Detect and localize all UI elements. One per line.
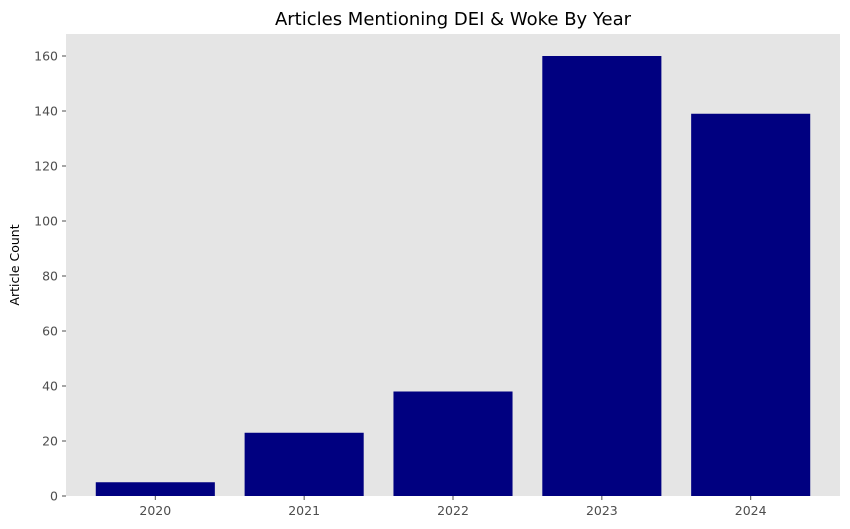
x-tick-label: 2021 <box>288 503 320 518</box>
x-tick-label: 2023 <box>586 503 618 518</box>
y-tick-label: 0 <box>50 489 58 504</box>
bar-2024 <box>691 113 811 496</box>
y-tick-label: 20 <box>42 434 58 449</box>
bar-2021 <box>244 432 364 496</box>
y-axis-label: Article Count <box>7 224 22 305</box>
x-tick-label: 2022 <box>437 503 469 518</box>
bars-group <box>95 56 811 496</box>
y-tick-label: 80 <box>42 269 58 284</box>
x-axis-ticks: 2020 2021 2022 2023 2024 <box>139 496 767 518</box>
y-tick-label: 120 <box>34 159 58 174</box>
bar-2020 <box>95 482 215 496</box>
chart-title: Articles Mentioning DEI & Woke By Year <box>275 9 632 30</box>
y-tick-label: 140 <box>34 104 58 119</box>
x-tick-label: 2020 <box>139 503 171 518</box>
bar-2022 <box>393 391 513 496</box>
y-tick-label: 160 <box>34 49 58 64</box>
y-tick-label: 40 <box>42 379 58 394</box>
y-axis-ticks: 0 20 40 60 80 100 120 140 160 <box>34 49 66 504</box>
y-tick-label: 100 <box>34 214 58 229</box>
y-tick-label: 60 <box>42 324 58 339</box>
x-tick-label: 2024 <box>735 503 767 518</box>
bar-2023 <box>542 56 662 496</box>
